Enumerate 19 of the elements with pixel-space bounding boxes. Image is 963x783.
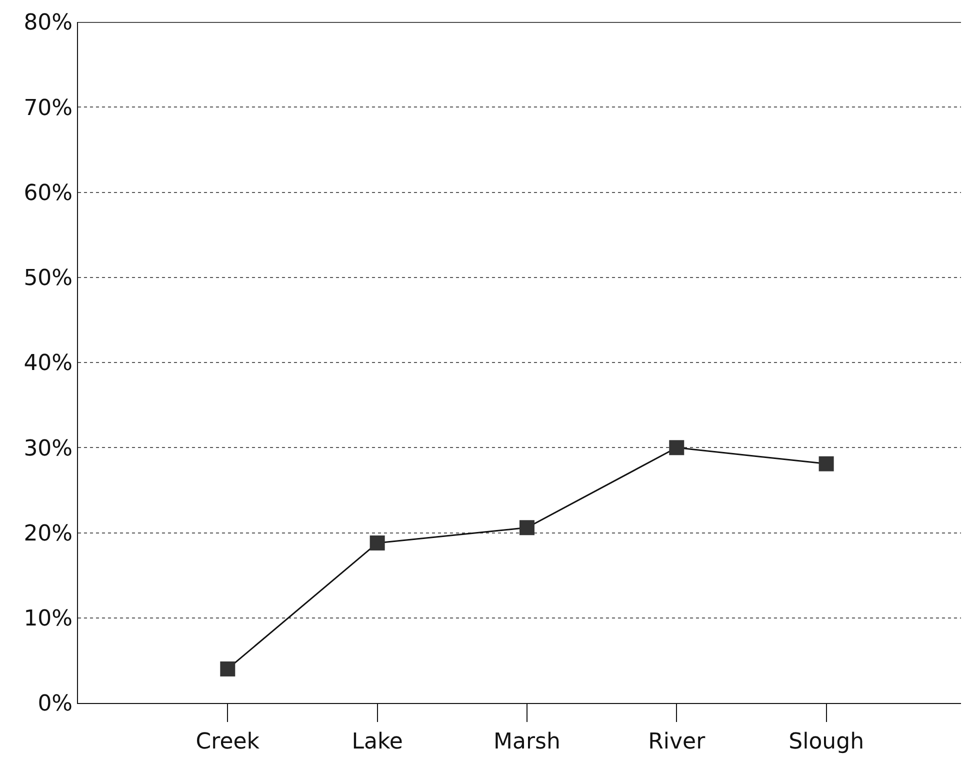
x-tick-label: Marsh xyxy=(494,729,560,754)
y-tick-label: 10% xyxy=(24,606,73,632)
y-tick-label: 30% xyxy=(24,436,73,462)
point xyxy=(370,535,385,550)
y-tick-label: 0% xyxy=(38,692,73,717)
x-tick-label: Lake xyxy=(352,729,403,754)
y-tick-label: 20% xyxy=(24,521,73,546)
y-tick-label: 50% xyxy=(24,266,73,292)
point xyxy=(669,440,684,456)
y-tick-label: 60% xyxy=(24,180,73,206)
y-tick-label: 70% xyxy=(24,96,73,121)
x-tick-label: Slough xyxy=(788,729,864,754)
point xyxy=(818,456,834,472)
x-tick-label: Creek xyxy=(196,729,260,754)
point xyxy=(519,520,534,536)
point xyxy=(220,661,236,676)
y-tick-label: 40% xyxy=(24,351,73,376)
y-tick-label: 80% xyxy=(24,10,73,36)
x-tick-label: River xyxy=(648,729,706,754)
